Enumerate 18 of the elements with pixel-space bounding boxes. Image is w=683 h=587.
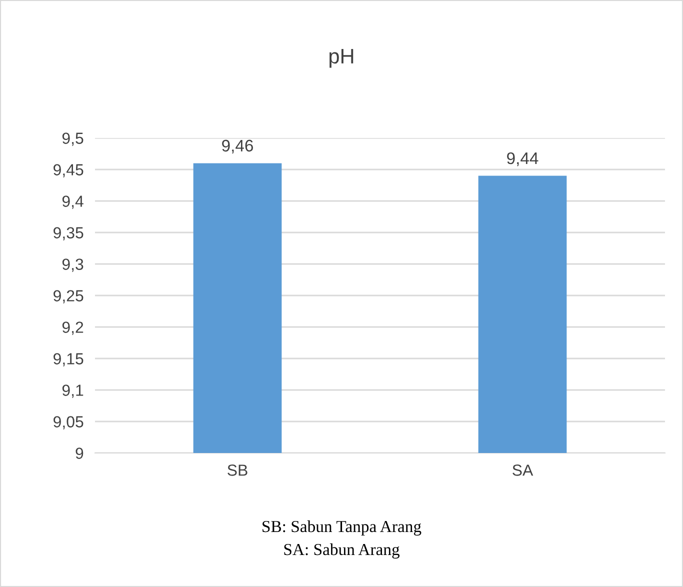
- data-label: 9,46: [222, 140, 253, 154]
- chart-title: pH: [330, 49, 354, 68]
- x-tick-label: SA: [512, 464, 534, 476]
- y-tick-label: 9,25: [54, 290, 84, 304]
- y-tick-label: 9,35: [54, 227, 84, 240]
- data-label: 9,44: [507, 152, 538, 166]
- y-tick-label: 9,45: [54, 164, 84, 178]
- y-tick-label: 9,3: [62, 258, 84, 272]
- text: SA: Sabun Arang: [284, 543, 400, 559]
- y-tick-label: 9,05: [54, 416, 84, 430]
- y-tick-label: 9,2: [62, 322, 84, 335]
- y-tick-label: 9,4: [62, 196, 84, 209]
- y-tick-label: 9,1: [62, 384, 84, 398]
- x-tick-label: SB: [228, 464, 248, 476]
- y-tick-label: 9,15: [54, 353, 84, 366]
- y-tick-label: 9,5: [62, 132, 84, 146]
- y-tick-label: 9: [76, 448, 84, 459]
- text: SB: Sabun Tanpa Arang: [262, 520, 422, 536]
